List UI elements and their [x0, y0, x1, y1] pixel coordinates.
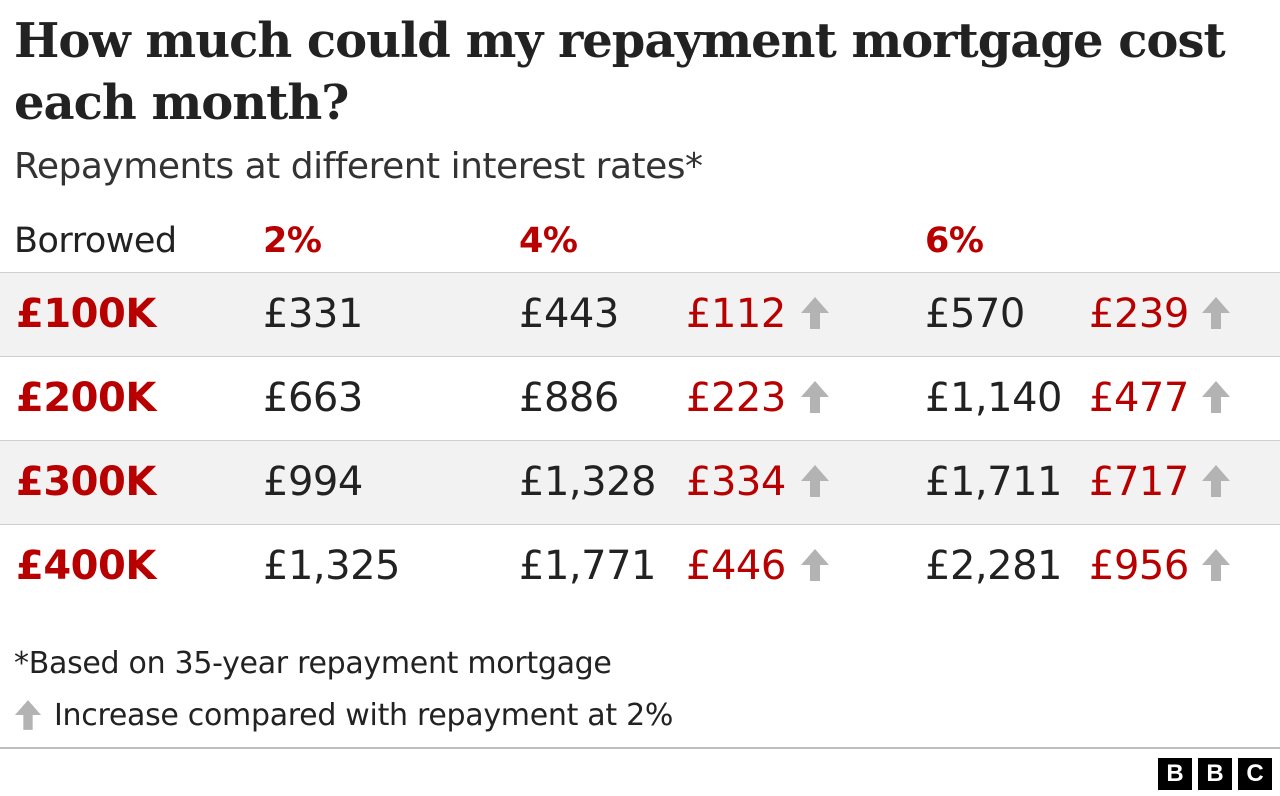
rate-2-cell: £663 — [263, 375, 363, 421]
table-body: £100K £331 £443 £112 £570 £239 £200K £66… — [0, 272, 1280, 608]
table-row: £100K £331 £443 £112 £570 £239 — [0, 272, 1280, 356]
bbc-logo: B B C — [1158, 758, 1272, 790]
up-arrow-icon — [14, 700, 42, 730]
chart-subtitle: Repayments at different interest rates* — [14, 146, 703, 187]
rate-4-cell: £1,771 — [519, 543, 656, 589]
table-row: £400K £1,325 £1,771 £446 £2,281 £956 — [0, 524, 1280, 608]
logo-letter: B — [1198, 758, 1232, 790]
up-arrow-icon — [801, 381, 829, 413]
up-arrow-icon — [1202, 297, 1230, 329]
rate-6-cell: £2,281 — [925, 543, 1062, 589]
chart-title: How much could my repayment mortgage cos… — [14, 13, 1226, 131]
up-arrow-icon — [1202, 549, 1230, 581]
rate-2-cell: £1,325 — [263, 543, 400, 589]
footer-divider — [0, 747, 1280, 749]
up-arrow-icon — [1202, 465, 1230, 497]
table-row: £200K £663 £886 £223 £1,140 £477 — [0, 356, 1280, 440]
legend-text: Increase compared with repayment at 2% — [54, 698, 674, 733]
logo-letter: C — [1238, 758, 1272, 790]
borrowed-cell: £300K — [16, 459, 156, 505]
increase-4-cell: £334 — [686, 459, 786, 505]
rate-6-cell: £1,140 — [925, 375, 1062, 421]
header-rate-4: 4% — [519, 221, 578, 261]
increase-6-cell: £477 — [1089, 375, 1189, 421]
rate-4-cell: £1,328 — [519, 459, 656, 505]
table-row: £300K £994 £1,328 £334 £1,711 £717 — [0, 440, 1280, 524]
borrowed-cell: £100K — [16, 291, 156, 337]
rate-4-cell: £886 — [519, 375, 619, 421]
up-arrow-icon — [801, 465, 829, 497]
rate-2-cell: £994 — [263, 459, 363, 505]
borrowed-cell: £400K — [16, 543, 156, 589]
header-rate-2: 2% — [263, 221, 322, 261]
up-arrow-icon — [1202, 381, 1230, 413]
up-arrow-icon — [801, 297, 829, 329]
header-rate-6: 6% — [925, 221, 984, 261]
increase-6-cell: £239 — [1089, 291, 1189, 337]
rate-6-cell: £570 — [925, 291, 1025, 337]
increase-6-cell: £717 — [1089, 459, 1189, 505]
header-borrowed: Borrowed — [14, 221, 177, 261]
increase-6-cell: £956 — [1089, 543, 1189, 589]
increase-4-cell: £223 — [686, 375, 786, 421]
rate-2-cell: £331 — [263, 291, 363, 337]
rate-6-cell: £1,711 — [925, 459, 1062, 505]
up-arrow-icon — [801, 549, 829, 581]
rate-4-cell: £443 — [519, 291, 619, 337]
logo-letter: B — [1158, 758, 1192, 790]
borrowed-cell: £200K — [16, 375, 156, 421]
increase-4-cell: £112 — [686, 291, 786, 337]
increase-4-cell: £446 — [686, 543, 786, 589]
footnote: *Based on 35-year repayment mortgage — [14, 646, 612, 681]
